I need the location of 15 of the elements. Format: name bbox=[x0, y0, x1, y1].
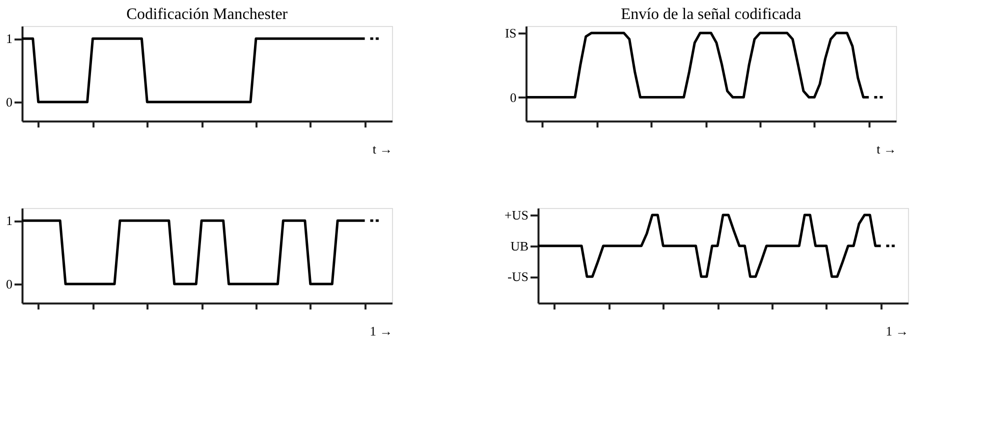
x-axis-title: t → bbox=[876, 142, 896, 156]
x-axis-title: 1 → bbox=[370, 324, 392, 338]
y-tick-label: 1 bbox=[6, 31, 12, 46]
text: -US bbox=[508, 269, 528, 284]
x-axis-title: t → bbox=[372, 142, 392, 156]
chart-title: Codificación Manchester bbox=[126, 6, 288, 23]
x-axis-title: 1 → bbox=[886, 324, 908, 338]
text: 0 bbox=[510, 90, 516, 105]
text: IS bbox=[504, 26, 516, 41]
text: +US bbox=[504, 208, 528, 223]
y-tick-label: 1 bbox=[6, 213, 12, 228]
y-tick-label: 0 bbox=[6, 276, 12, 292]
chart-title: Envío de la señal codificada bbox=[620, 6, 802, 23]
y-tick-label: 0 bbox=[6, 94, 12, 110]
text: UB bbox=[510, 238, 529, 254]
